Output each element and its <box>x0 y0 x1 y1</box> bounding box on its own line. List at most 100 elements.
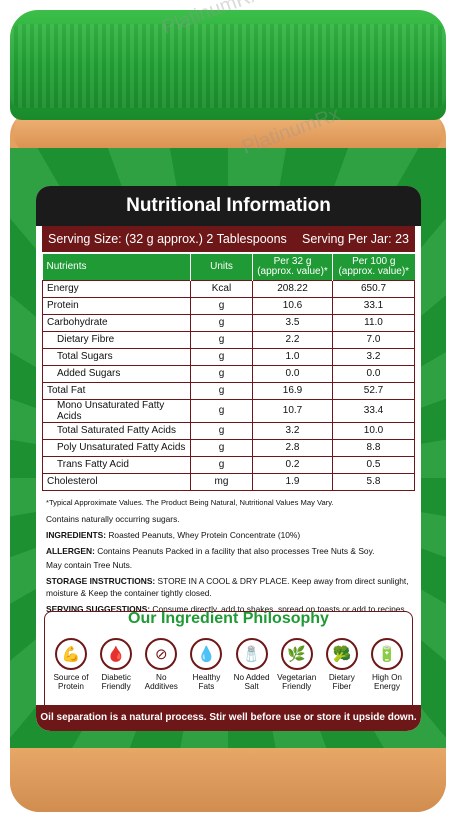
philosophy-item-label: Source of Protein <box>53 673 89 691</box>
nutrient-name: Dietary Fibre <box>42 330 191 349</box>
nutrition-table: Nutrients Units Per 32 g (approx. value)… <box>42 254 415 491</box>
lid-ridges <box>10 24 446 108</box>
nutrient-unit: g <box>190 421 253 440</box>
table-row: Total Sugars g 1.0 3.2 <box>42 347 415 366</box>
nutrient-name: Energy <box>42 279 191 298</box>
table-row: Trans Fatty Acid g 0.2 0.5 <box>42 455 415 474</box>
nutrient-per100: 8.8 <box>332 438 415 457</box>
nutrient-per32: 0.0 <box>252 364 333 383</box>
philosophy-item-label: Diabetic Friendly <box>101 673 131 691</box>
nutrient-per32: 2.2 <box>252 330 333 349</box>
table-row: Carbohydrate g 3.5 11.0 <box>42 313 415 332</box>
serving-bar: Serving Size: (32 g approx.) 2 Tablespoo… <box>42 226 415 252</box>
nutrient-name: Total Saturated Fatty Acids <box>42 421 191 440</box>
table-row: Dietary Fibre g 2.2 7.0 <box>42 330 415 349</box>
note-storage: STORAGE INSTRUCTIONS: STORE IN A COOL & … <box>46 575 409 598</box>
nutrient-unit: g <box>190 330 253 349</box>
nutrient-per32: 10.7 <box>252 398 333 423</box>
table-row: Cholesterol mg 1.9 5.8 <box>42 472 415 491</box>
nutrient-name: Carbohydrate <box>42 313 191 332</box>
nutrient-name: Added Sugars <box>42 364 191 383</box>
nutrient-per32: 16.9 <box>252 381 333 400</box>
nutrient-per100: 0.0 <box>332 364 415 383</box>
oil-drop-icon: 💧 <box>190 638 223 670</box>
note-allergen: ALLERGEN: Contains Peanuts Packed in a f… <box>46 545 375 556</box>
nutrient-unit: g <box>190 347 253 366</box>
philosophy-item: 💪 Source of Protein <box>49 638 93 691</box>
table-row: Added Sugars g 0.0 0.0 <box>42 364 415 383</box>
philosophy-item-label: Vegetarian Friendly <box>277 673 317 691</box>
nutrient-unit: Kcal <box>190 279 253 298</box>
nutrient-per100: 7.0 <box>332 330 415 349</box>
table-row: Energy Kcal 208.22 650.7 <box>42 279 415 298</box>
header-per32-a: Per 32 g <box>273 255 312 267</box>
table-row: Mono Unsaturated Fatty Acids g 10.7 33.4 <box>42 398 415 423</box>
header-units: Units <box>190 254 253 280</box>
header-per32: Per 32 g (approx. value)* <box>252 254 333 280</box>
nutrient-name: Mono Unsaturated Fatty Acids <box>42 398 191 423</box>
serving-size: Serving Size: (32 g approx.) 2 Tablespoo… <box>48 232 287 246</box>
nutrient-per32: 3.2 <box>252 421 333 440</box>
nutrient-name: Total Sugars <box>42 347 191 366</box>
header-per100-b: (approx. value)* <box>338 265 410 277</box>
nutrient-unit: mg <box>190 472 253 491</box>
nutrient-per100: 33.1 <box>332 296 415 315</box>
header-per100-a: Per 100 g <box>352 255 396 267</box>
nutrient-per100: 5.8 <box>332 472 415 491</box>
note-allergen-2: May contain Tree Nuts. <box>46 559 133 570</box>
philosophy-item: 🩸 Diabetic Friendly <box>94 638 138 691</box>
salt-shaker-icon: 🧂 <box>235 638 268 670</box>
philosophy-item-label: No Added Salt <box>233 673 270 691</box>
philosophy-item-label: Dietary Fiber <box>328 673 355 691</box>
nutrient-name: Protein <box>42 296 191 315</box>
broccoli-icon: 🥦 <box>325 638 358 670</box>
nutrient-per100: 11.0 <box>332 313 415 332</box>
nutrient-per100: 10.0 <box>332 421 415 440</box>
muscle-icon: 💪 <box>55 638 87 670</box>
glucometer-icon: 🩸 <box>100 638 133 670</box>
ingredient-philosophy: Our Ingredient Philosophy 💪 Source of Pro… <box>44 610 413 723</box>
note-ingredients: INGREDIENTS: Roasted Peanuts, Whey Prote… <box>46 529 301 540</box>
jar-bottom <box>10 748 446 812</box>
philosophy-item-label: High On Energy <box>371 673 402 691</box>
nutrient-per100: 0.5 <box>332 455 415 474</box>
no-additives-icon: ⊘ <box>145 638 178 670</box>
philosophy-item: 🔋 High On Energy <box>365 638 409 691</box>
nutrient-per100: 650.7 <box>332 279 415 298</box>
battery-icon: 🔋 <box>370 638 403 670</box>
nutrient-per32: 10.6 <box>252 296 333 315</box>
nutrient-unit: g <box>190 455 253 474</box>
nutrient-name: Trans Fatty Acid <box>42 455 191 474</box>
nutrient-unit: g <box>190 364 253 383</box>
nutrient-per32: 1.9 <box>252 472 333 491</box>
nutrient-unit: g <box>190 381 253 400</box>
note-serving: SERVING SUGGESTIONS: Consume directly, a… <box>46 603 407 614</box>
philosophy-item-label: No Additives <box>144 673 178 691</box>
header-nutrients: Nutrients <box>42 254 191 280</box>
table-row: Poly Unsaturated Fatty Acids g 2.8 8.8 <box>42 438 415 457</box>
header-per100: Per 100 g (approx. value)* <box>332 254 415 280</box>
philosophy-item: 🧂 No Added Salt <box>230 638 274 691</box>
nutrient-name: Total Fat <box>42 381 191 400</box>
note-sugars: Contains naturally occurring sugars. <box>46 513 180 524</box>
table-row: Protein g 10.6 33.1 <box>42 296 415 315</box>
nutrient-per32: 0.2 <box>252 455 333 474</box>
table-header-row: Nutrients Units Per 32 g (approx. value)… <box>42 254 415 280</box>
philosophy-icons: 💪 Source of Protein 🩸 Diabetic Friendly ⊘ No … <box>49 638 409 691</box>
nutrient-unit: g <box>190 313 253 332</box>
nutrient-unit: g <box>190 296 253 315</box>
jar-lid <box>10 10 446 120</box>
nutrient-per32: 208.22 <box>252 279 333 298</box>
footer-note: Oil separation is a natural process. Sti… <box>36 705 421 731</box>
nutrient-per32: 1.0 <box>252 347 333 366</box>
leaf-hands-icon: 🌿 <box>280 638 313 670</box>
table-row: Total Saturated Fatty Acids g 3.2 10.0 <box>42 421 415 440</box>
nutrient-per32: 3.5 <box>252 313 333 332</box>
panel-title: Nutritional Information <box>36 186 421 226</box>
notes-section: *Typical Approximate Values. The Product… <box>36 491 421 615</box>
philosophy-item: 🥦 Dietary Fiber <box>320 638 364 691</box>
nutrient-unit: g <box>190 438 253 457</box>
nutrient-per100: 3.2 <box>332 347 415 366</box>
serving-per-jar: Serving Per Jar: 23 <box>302 232 409 246</box>
header-per32-b: (approx. value)* <box>257 265 328 277</box>
